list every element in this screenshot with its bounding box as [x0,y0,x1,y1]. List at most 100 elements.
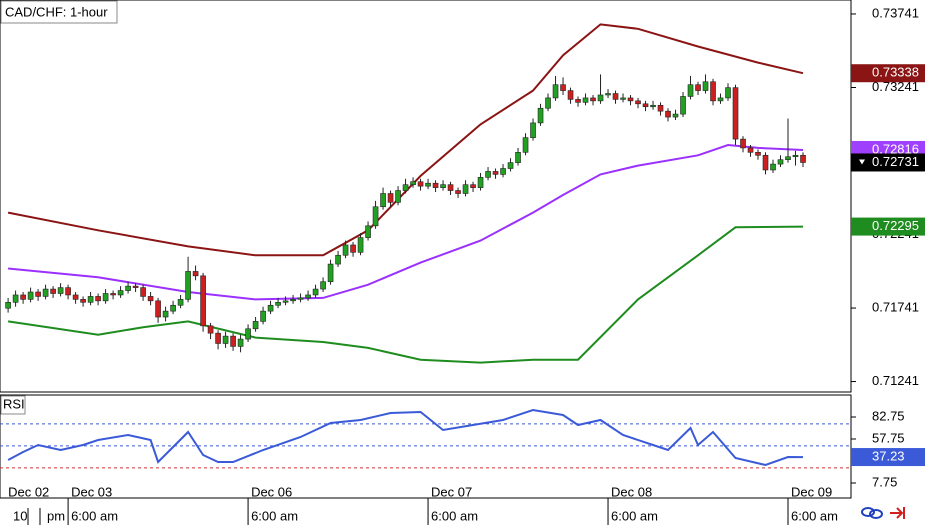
candle-body [747,147,754,153]
x-tick-label: 6:00 am [71,508,118,523]
candle-body [612,93,619,100]
candle-body [350,244,356,253]
candle-body [477,177,484,188]
x-tick-label: 6:00 am [251,508,298,523]
candle-body [695,84,701,91]
candle-body [312,288,319,296]
candle-body [20,294,26,300]
candle-body [740,138,746,149]
candle-body [770,163,776,171]
y-tick-label: 0.73741 [872,5,919,20]
candle-body [245,328,251,340]
candle-body [200,275,206,327]
candle-body [530,122,536,138]
candle-body [5,302,11,309]
candle-body [785,156,791,160]
candle-body [237,338,244,347]
candle-body [635,100,641,105]
candle-body [552,84,559,99]
candle-body [575,99,581,103]
price-badge-label: 0.72816 [872,141,919,156]
candle-body [110,293,116,296]
rsi-title: RSI [3,396,25,411]
candle-body [702,81,709,91]
main-panel [0,0,852,393]
candle-body [710,81,716,102]
candle-body [515,152,521,163]
candle-body [80,299,86,303]
candle-body [365,225,371,238]
candle-body [372,206,379,227]
candle-body [185,271,191,300]
candle-body [410,181,416,185]
candle-body [620,97,626,100]
candle-body [177,299,184,306]
candle-body [755,152,761,156]
candle-body [27,291,34,300]
candle-body [462,184,469,194]
x-tick-label: 6:00 am [791,508,838,523]
candle-body [215,332,221,344]
candle-body [395,190,401,203]
candle-body [567,90,574,100]
candle-body [425,182,431,187]
y-tick-label: 0.71241 [872,373,919,388]
price-badge-label: 0.72731 [872,154,919,169]
candle-body [470,184,476,188]
date-label: Dec 02 [8,484,49,499]
candle-body [522,137,529,153]
candle-body [102,293,109,302]
candle-body [140,287,146,297]
candle-body [792,154,799,158]
current-marker [859,159,865,165]
candle-body [207,325,214,334]
candle-body [725,87,731,99]
candle-body [297,297,304,300]
candle-body [57,287,64,294]
rsi-panel [0,394,852,499]
candle-body [432,182,439,188]
link-icon[interactable] [861,507,883,519]
price-badge-label: 0.73338 [872,65,919,80]
candle-body [650,104,656,108]
candle-body [327,263,334,283]
x-tick-label: 6:00 am [611,508,658,523]
candle-body [582,97,589,103]
candle-body [222,335,229,344]
candle-body [545,97,551,109]
candle-body [590,97,596,102]
candle-body [342,244,349,256]
date-label: Dec 06 [251,484,292,499]
candle-body [657,104,664,112]
candle-body [125,285,131,291]
candle-body [170,304,176,312]
candle-body [492,171,499,175]
y-tick-label: 0.71741 [872,299,919,314]
price-badge [851,64,925,83]
candle-body [447,184,454,191]
candle-body [305,294,311,299]
candle-body [680,96,686,115]
candle-body [800,154,806,163]
price-badge [851,217,925,236]
candle-body [50,288,56,294]
candle-body [507,162,514,169]
candle-body [672,113,679,118]
scroll-arrow[interactable] [890,507,905,519]
candle-body [357,237,364,253]
candle-body [455,190,461,194]
band-line [7,225,804,364]
candle-body [282,300,289,303]
x-fragment: pm [47,508,65,523]
candle-body [687,84,694,97]
x-tick-label: 6:00 am [431,508,478,523]
candle-body [417,181,424,187]
candle-body [192,271,199,277]
candle-body [267,304,274,312]
candle-body [560,84,566,91]
candle-body [132,285,139,288]
rsi-line [7,408,804,467]
rsi-badge [851,448,925,467]
